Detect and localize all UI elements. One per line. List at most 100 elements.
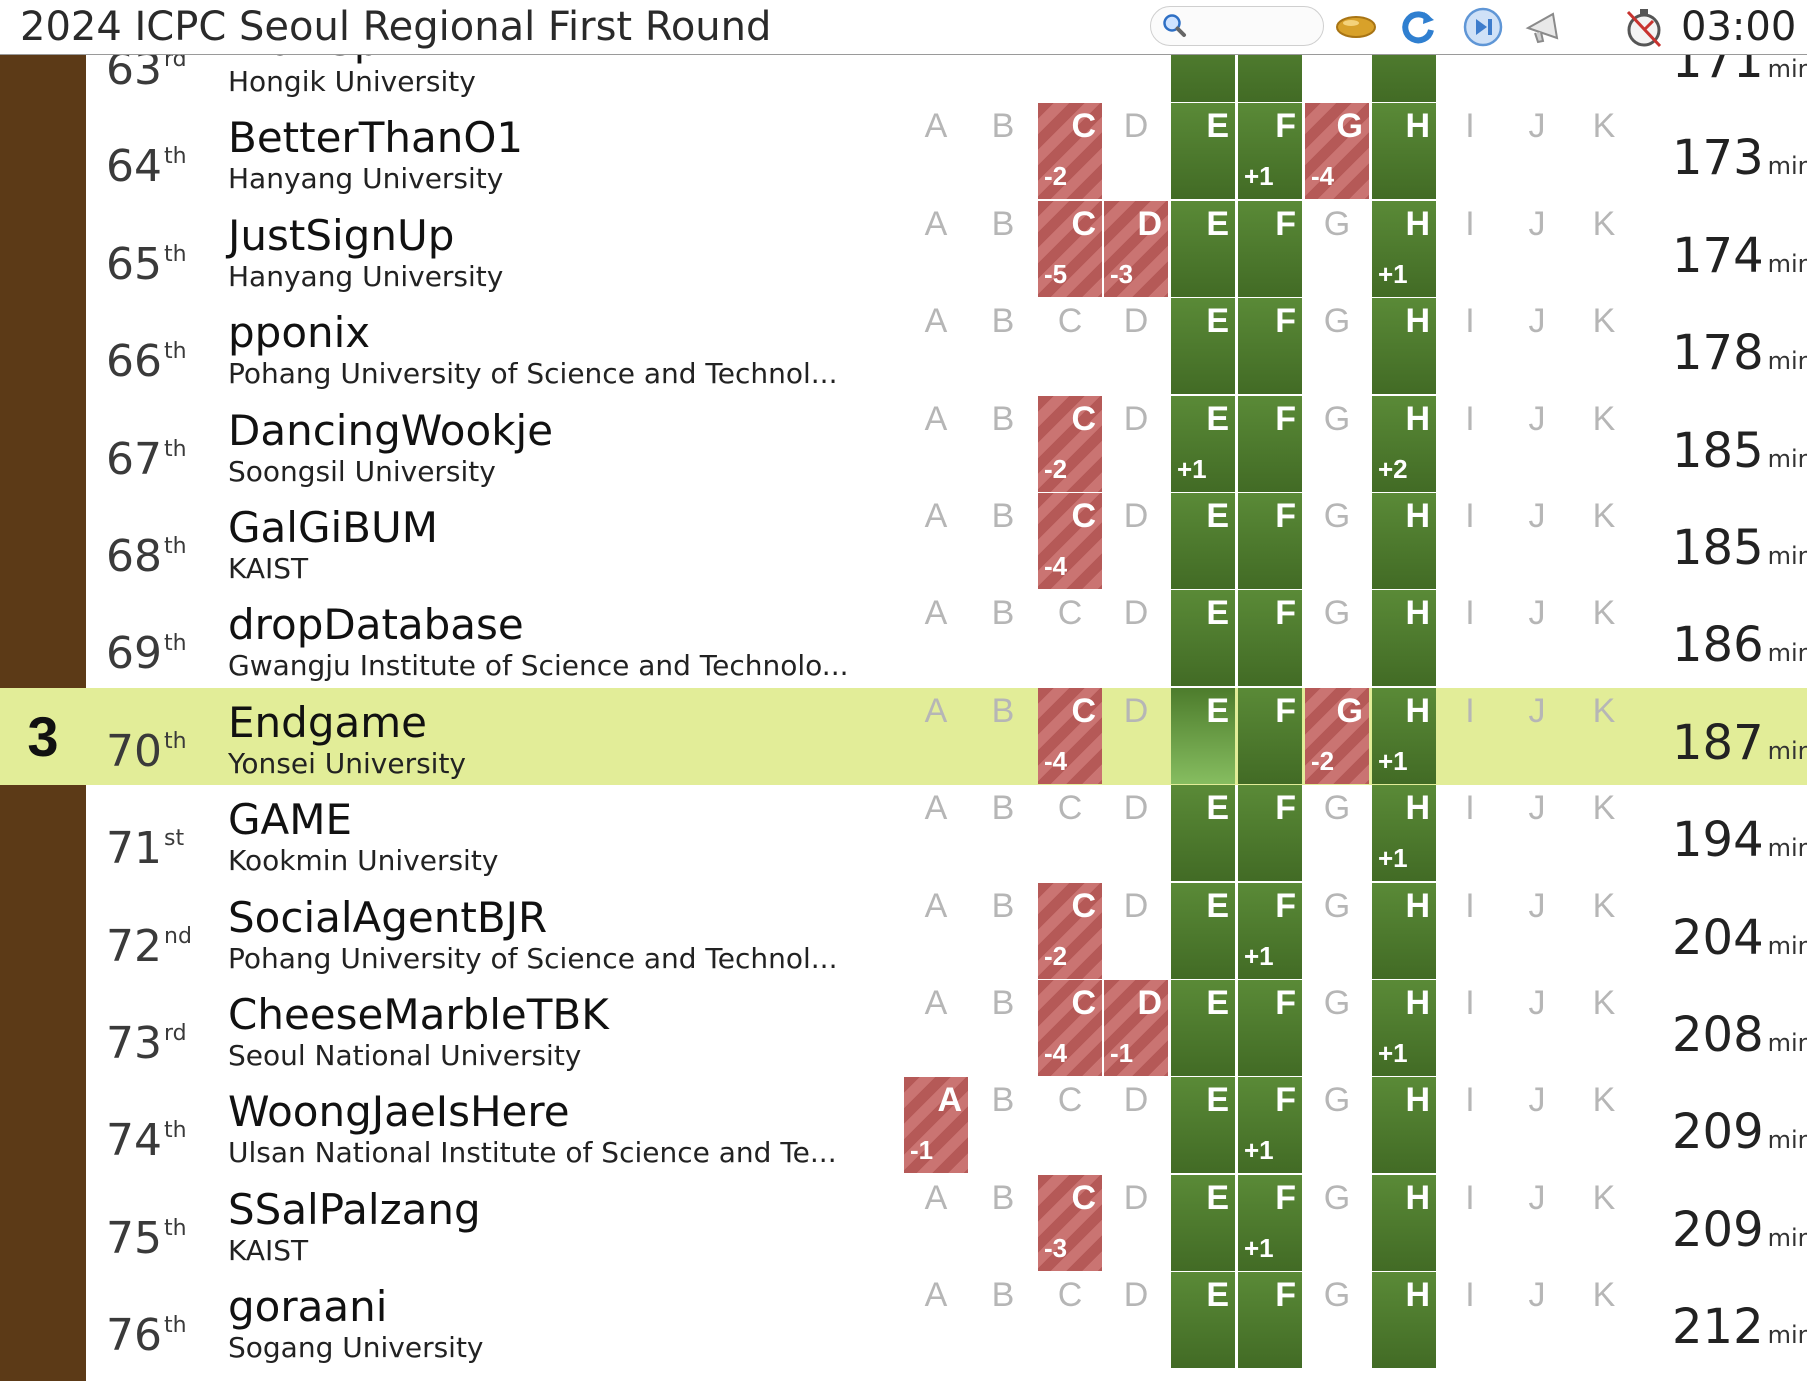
problem-cell-f[interactable]: F <box>1238 200 1302 297</box>
problem-cell-k[interactable]: K <box>1572 1175 1636 1271</box>
problem-cell-i[interactable]: I <box>1438 688 1502 784</box>
problem-cell-f[interactable]: F <box>1238 590 1302 687</box>
problem-cell-e[interactable]: E <box>1171 1174 1235 1271</box>
problem-cell-a[interactable]: A <box>904 54 968 102</box>
table-row[interactable]: 65th JustSignUp Hanyang University A B C -5 D -3… <box>0 200 1807 298</box>
problem-cell-a[interactable]: A <box>904 590 968 686</box>
problem-cell-f[interactable]: F +1 <box>1238 1174 1302 1271</box>
problem-cell-e[interactable]: E <box>1171 200 1235 297</box>
problem-cell-b[interactable]: B <box>971 980 1035 1076</box>
problem-cell-k[interactable]: K <box>1572 785 1636 881</box>
problem-cell-a[interactable]: A <box>904 883 968 979</box>
problem-cell-c[interactable]: C -5 <box>1038 200 1102 297</box>
problem-cell-e[interactable]: E <box>1171 785 1235 882</box>
table-row[interactable]: 3 70th Endgame Yonsei University A B C -4 D E F G -2… <box>0 687 1807 785</box>
problem-cell-i[interactable]: I <box>1438 201 1502 297</box>
problem-cell-c[interactable]: C -2 <box>1038 882 1102 979</box>
problem-cell-a[interactable]: A <box>904 1272 968 1368</box>
problem-cell-e[interactable]: E <box>1171 493 1235 589</box>
refresh-icon[interactable] <box>1396 6 1438 48</box>
problem-cell-i[interactable]: I <box>1438 785 1502 881</box>
problem-cell-a[interactable]: A <box>904 785 968 881</box>
problem-cell-g[interactable]: G <box>1305 883 1369 979</box>
problem-cell-f[interactable]: F <box>1238 1272 1302 1369</box>
problem-cell-j[interactable]: J <box>1505 201 1569 297</box>
problem-cell-d[interactable]: D <box>1104 785 1168 881</box>
problem-cell-c[interactable]: C <box>1038 1272 1102 1368</box>
problem-cell-d[interactable]: D <box>1104 298 1168 394</box>
problem-cell-h[interactable]: H +1 <box>1372 785 1436 882</box>
problem-cell-b[interactable]: B <box>971 298 1035 394</box>
search-input[interactable] <box>1150 6 1324 46</box>
problem-cell-f[interactable]: F +1 <box>1238 103 1302 200</box>
problem-cell-g[interactable]: G <box>1305 298 1369 394</box>
problem-cell-g[interactable]: G -4 <box>1305 103 1369 200</box>
problem-cell-b[interactable]: B <box>971 688 1035 784</box>
problem-cell-j[interactable]: J <box>1505 1272 1569 1368</box>
problem-cell-e[interactable]: E <box>1171 882 1235 979</box>
problem-cell-j[interactable]: J <box>1505 396 1569 492</box>
table-row[interactable]: 75th SSalPalzang KAIST A B C -3 D E F +1 G H I J K 209 mi… <box>0 1174 1807 1272</box>
problem-cell-j[interactable]: J <box>1505 1077 1569 1173</box>
problem-cell-e[interactable]: E <box>1171 298 1235 395</box>
problem-cell-g[interactable]: G -2 <box>1305 687 1369 784</box>
problem-cell-b[interactable]: B <box>971 1077 1035 1173</box>
problem-cell-b[interactable]: B <box>971 201 1035 297</box>
table-row[interactable]: 74th WoongJaeIsHere Ulsan National Institu… <box>0 1077 1807 1174</box>
problem-cell-a[interactable]: A <box>904 980 968 1076</box>
problem-cell-e[interactable]: E <box>1171 1272 1235 1369</box>
table-row[interactable]: 68th GalGiBUM KAIST A B C -4 D E F G H I J K 185 min <box>0 493 1807 590</box>
problem-cell-g[interactable]: G <box>1305 590 1369 686</box>
problem-cell-c[interactable]: C <box>1038 590 1102 686</box>
problem-cell-d[interactable]: D <box>1104 103 1168 199</box>
problem-cell-d[interactable]: D <box>1104 590 1168 686</box>
problem-cell-f[interactable]: F <box>1238 395 1302 492</box>
problem-cell-b[interactable]: B <box>971 493 1035 589</box>
problem-cell-h[interactable]: H <box>1372 882 1436 979</box>
problem-cell-j[interactable]: J <box>1505 298 1569 394</box>
problem-cell-g[interactable]: G <box>1305 785 1369 881</box>
problem-cell-c[interactable]: C -2 <box>1038 103 1102 200</box>
problem-cell-k[interactable]: K <box>1572 590 1636 686</box>
problem-cell-d[interactable]: D <box>1104 1077 1168 1173</box>
problem-cell-c[interactable]: C -3 <box>1038 1174 1102 1271</box>
problem-cell-k[interactable]: K <box>1572 201 1636 297</box>
table-row[interactable]: 63rd WowSpiritHongik University ABCDEFGHIJ… <box>0 54 1807 103</box>
problem-cell-j[interactable]: J <box>1505 785 1569 881</box>
problem-cell-c[interactable]: C -2 <box>1038 395 1102 492</box>
problem-cell-e[interactable]: E <box>1171 54 1235 102</box>
problem-cell-i[interactable]: I <box>1438 980 1502 1076</box>
problem-cell-k[interactable]: K <box>1572 54 1636 102</box>
problem-cell-d[interactable]: D <box>1104 883 1168 979</box>
problem-cell-f[interactable]: F <box>1238 687 1302 784</box>
problem-cell-d[interactable]: D <box>1104 1272 1168 1368</box>
problem-cell-b[interactable]: B <box>971 396 1035 492</box>
problem-cell-a[interactable]: A <box>904 298 968 394</box>
problem-cell-j[interactable]: J <box>1505 54 1569 102</box>
problem-cell-k[interactable]: K <box>1572 298 1636 394</box>
problem-cell-g[interactable]: G <box>1305 1175 1369 1271</box>
problem-cell-j[interactable]: J <box>1505 590 1569 686</box>
problem-cell-k[interactable]: K <box>1572 883 1636 979</box>
problem-cell-i[interactable]: I <box>1438 54 1502 102</box>
problem-cell-j[interactable]: J <box>1505 103 1569 199</box>
table-row[interactable]: 73rd CheeseMarbleTBK Seoul National Univer… <box>0 980 1807 1077</box>
problem-cell-h[interactable]: H +1 <box>1372 200 1436 297</box>
megaphone-icon[interactable] <box>1523 6 1565 48</box>
problem-cell-b[interactable]: B <box>971 1272 1035 1368</box>
problem-cell-j[interactable]: J <box>1505 980 1569 1076</box>
problem-cell-j[interactable]: J <box>1505 1175 1569 1271</box>
problem-cell-f[interactable]: F <box>1238 493 1302 589</box>
problem-cell-a[interactable]: A <box>904 688 968 784</box>
problem-cell-h[interactable]: H +1 <box>1372 687 1436 784</box>
problem-cell-h[interactable]: H +1 <box>1372 980 1436 1076</box>
table-row[interactable]: 72nd SocialAgentBJR Pohang University of S… <box>0 882 1807 980</box>
problem-cell-e[interactable]: E <box>1171 687 1235 784</box>
problem-cell-d[interactable]: D <box>1104 1175 1168 1271</box>
problem-cell-h[interactable]: H <box>1372 298 1436 395</box>
problem-cell-j[interactable]: J <box>1505 493 1569 589</box>
table-row[interactable]: 66th pponix Pohang University of Science a… <box>0 298 1807 395</box>
problem-cell-c[interactable]: C <box>1038 54 1102 102</box>
problem-cell-h[interactable]: H <box>1372 590 1436 687</box>
problem-cell-f[interactable]: F +1 <box>1238 1077 1302 1174</box>
